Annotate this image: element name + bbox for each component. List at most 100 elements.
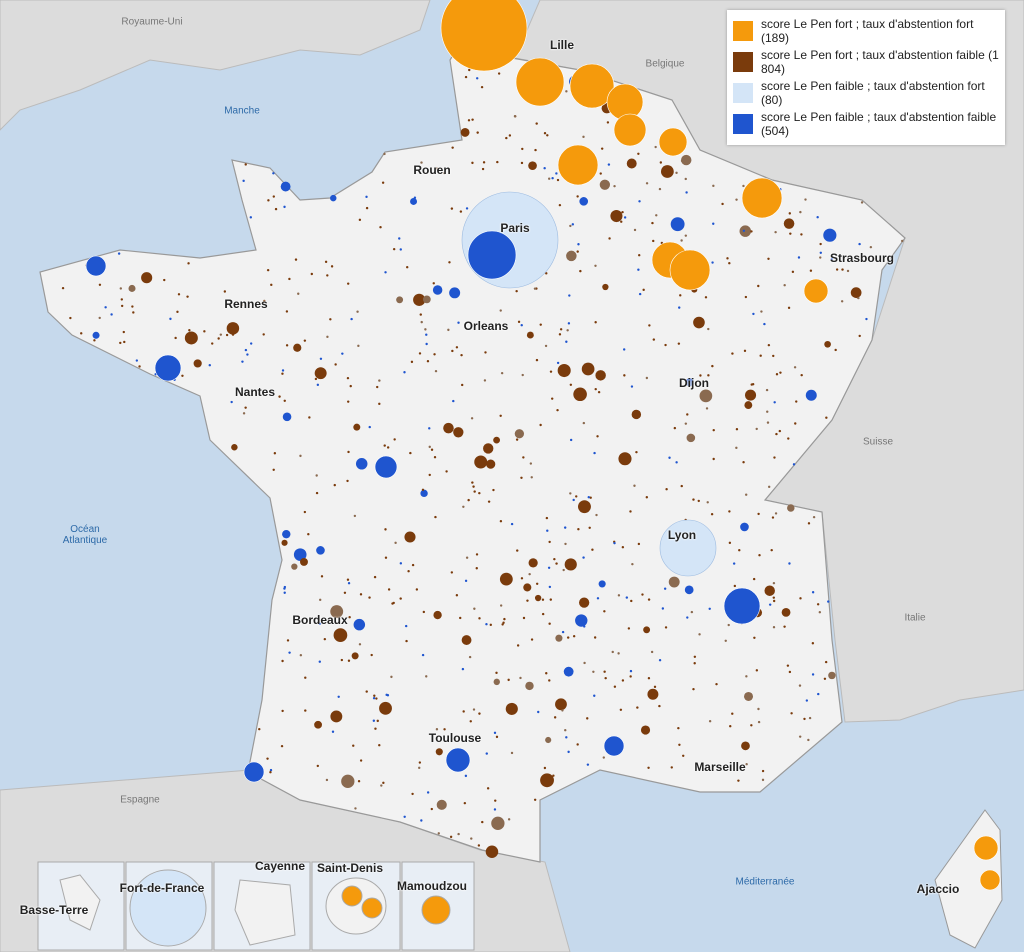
bubble	[394, 541, 397, 545]
bubble	[758, 554, 761, 557]
bubble	[733, 584, 737, 588]
bubble	[668, 456, 671, 459]
city-label: Rennes	[224, 297, 268, 311]
bubble	[648, 324, 651, 327]
bubble	[816, 603, 820, 606]
bubble	[469, 720, 472, 723]
bubble	[467, 230, 517, 280]
bubble	[299, 557, 308, 566]
bubble	[521, 147, 524, 151]
bubble	[809, 269, 813, 272]
bubble	[681, 154, 692, 166]
bubble	[721, 202, 724, 206]
bubble	[373, 694, 376, 697]
bubble	[535, 582, 539, 585]
bubble	[376, 385, 379, 389]
bubble	[545, 672, 548, 675]
bubble	[659, 519, 717, 577]
bubble	[69, 316, 72, 320]
bubble	[715, 682, 718, 686]
city-label: Ajaccio	[916, 882, 960, 896]
bubble	[598, 580, 606, 588]
legend-label: score Le Pen faible ; taux d'abstention …	[761, 110, 997, 138]
bubble	[283, 585, 287, 589]
bubble	[798, 735, 802, 738]
bubble	[117, 252, 121, 255]
inset-bubble	[129, 869, 207, 947]
bubble	[772, 581, 776, 585]
bubble	[772, 596, 775, 599]
bubble	[767, 257, 770, 260]
bubble	[653, 685, 657, 689]
bubble	[425, 333, 428, 336]
bubble	[541, 598, 545, 601]
bubble	[443, 171, 446, 175]
bubble	[641, 593, 644, 596]
bubble	[673, 426, 677, 430]
bubble	[422, 295, 431, 304]
bubble	[566, 329, 569, 332]
bubble	[781, 607, 791, 617]
bubble	[283, 591, 286, 594]
bubble	[794, 422, 797, 425]
bubble	[482, 161, 486, 164]
bubble	[495, 671, 498, 675]
legend-item: score Le Pen fort ; taux d'abstention fo…	[733, 17, 999, 45]
bubble	[633, 228, 637, 232]
bubble	[744, 493, 748, 496]
bubble	[752, 312, 755, 316]
bubble	[273, 452, 277, 455]
bubble	[280, 744, 284, 748]
bubble	[788, 670, 792, 674]
bubble	[647, 688, 659, 700]
bubble	[485, 752, 488, 755]
bubble	[572, 635, 576, 638]
bubble	[381, 181, 385, 184]
country-label: Belgique	[645, 58, 685, 70]
bubble	[410, 360, 414, 364]
bubble	[684, 422, 688, 425]
bubble	[818, 611, 822, 614]
bubble	[779, 371, 782, 374]
bubbles	[61, 60, 904, 858]
bubble	[571, 223, 575, 226]
bubble	[786, 664, 790, 667]
bubble	[283, 205, 286, 209]
bubble	[763, 322, 766, 326]
bubble	[390, 675, 393, 679]
bubble	[744, 389, 757, 401]
bubble	[658, 127, 688, 157]
bubble	[324, 260, 328, 264]
bubble	[596, 435, 599, 438]
bubble	[742, 461, 745, 464]
bubble	[226, 322, 240, 335]
bubble	[505, 136, 508, 140]
bubble	[830, 257, 834, 261]
bubble	[203, 330, 206, 333]
bubble	[382, 781, 385, 785]
bubble	[825, 416, 828, 419]
bubble	[481, 820, 484, 824]
bubble	[569, 438, 573, 442]
bubble	[652, 239, 655, 243]
bubble	[582, 135, 585, 139]
bubble	[788, 562, 791, 565]
bubble	[766, 410, 769, 413]
bubble	[548, 622, 551, 625]
bubble	[795, 400, 798, 403]
bubble	[576, 195, 579, 198]
bubble	[548, 177, 551, 180]
bubble	[728, 510, 731, 513]
bubble	[563, 666, 574, 677]
bubble	[85, 255, 107, 277]
bubble	[473, 490, 476, 493]
bubble	[349, 384, 352, 388]
bubble	[323, 637, 327, 641]
bubble	[365, 195, 368, 199]
bubble	[513, 115, 517, 118]
bubble	[684, 234, 688, 237]
bubble	[675, 461, 678, 464]
bubble	[515, 438, 519, 441]
bubble	[630, 385, 634, 388]
bubble	[281, 372, 284, 375]
